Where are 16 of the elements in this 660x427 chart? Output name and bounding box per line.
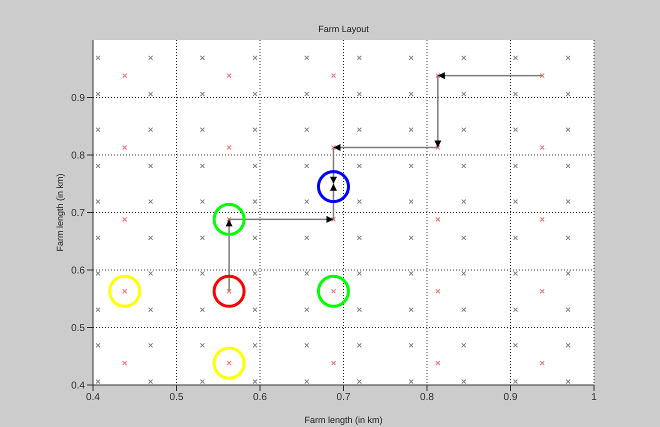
y-tick-label: 0.4 bbox=[71, 380, 86, 392]
x-tick-label: 0.7 bbox=[336, 392, 351, 404]
x-axis-title: Farm length (in km) bbox=[304, 415, 383, 425]
y-tick-label: 0.9 bbox=[71, 93, 86, 104]
y-axis-title: Farm length (in km) bbox=[55, 173, 66, 252]
chart-title: Farm Layout bbox=[317, 24, 370, 34]
x-tick-label: 1 bbox=[591, 392, 598, 404]
y-tick-label: 0.7 bbox=[71, 208, 86, 220]
x-tick-label: 0.4 bbox=[86, 392, 100, 404]
x-tick-label: 0.6 bbox=[253, 392, 268, 404]
x-tick-label: 0.5 bbox=[170, 392, 184, 404]
y-tick-label: 0.6 bbox=[71, 266, 86, 277]
y-tick-label: 0.5 bbox=[71, 323, 86, 334]
y-tick-label: 0.8 bbox=[71, 150, 86, 162]
x-tick-label: 0.9 bbox=[504, 392, 518, 404]
x-tick-label: 0.8 bbox=[420, 392, 434, 404]
